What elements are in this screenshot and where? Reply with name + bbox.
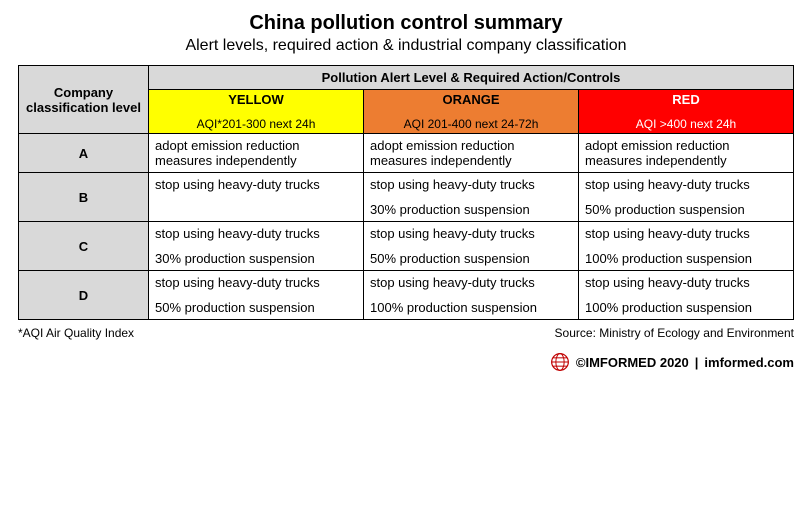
table-cell: stop using heavy-duty trucks 100% product… — [579, 271, 794, 320]
cell-action: adopt emission reduction measures indepe… — [155, 138, 357, 168]
cell-action: stop using heavy-duty trucks — [370, 275, 572, 290]
table-cell: adopt emission reduction measures indepe… — [579, 134, 794, 173]
brand-row: ©IMFORMED 2020 | imformed.com — [18, 352, 794, 372]
cell-action: stop using heavy-duty trucks — [585, 275, 787, 290]
header-pollution: Pollution Alert Level & Required Action/… — [149, 66, 794, 90]
table-cell: stop using heavy-duty trucks 50% producti… — [149, 271, 364, 320]
table-cell: stop using heavy-duty trucks 50% producti… — [579, 173, 794, 222]
alert-aqi: AQI >400 next 24h — [583, 117, 789, 131]
row-label: C — [19, 222, 149, 271]
cell-action: stop using heavy-duty trucks — [155, 226, 357, 241]
table-cell: stop using heavy-duty trucks 100% product… — [364, 271, 579, 320]
table-cell: adopt emission reduction measures indepe… — [364, 134, 579, 173]
globe-icon — [550, 352, 570, 372]
table-cell: stop using heavy-duty trucks 100% product… — [579, 222, 794, 271]
pollution-table: Company classification level Pollution A… — [18, 65, 794, 320]
cell-action: stop using heavy-duty trucks — [585, 226, 787, 241]
cell-action: 100% production suspension — [585, 251, 787, 266]
footnote-source: Source: Ministry of Ecology and Environm… — [555, 326, 794, 340]
cell-action: 50% production suspension — [585, 202, 787, 217]
brand-separator: | — [695, 355, 699, 370]
page-title: China pollution control summary — [18, 12, 794, 35]
row-label: B — [19, 173, 149, 222]
cell-action: 50% production suspension — [370, 251, 572, 266]
header-alert-red: RED AQI >400 next 24h — [579, 90, 794, 134]
brand-copyright: ©IMFORMED 2020 — [576, 355, 689, 370]
cell-action: 100% production suspension — [585, 300, 787, 315]
cell-action: stop using heavy-duty trucks — [155, 275, 357, 290]
table-row: Cstop using heavy-duty trucks 30% product… — [19, 222, 794, 271]
table-cell: stop using heavy-duty trucks 30% producti… — [364, 173, 579, 222]
cell-action: 30% production suspension — [370, 202, 572, 217]
header-alert-yellow: YELLOW AQI*201-300 next 24h — [149, 90, 364, 134]
table-row: Aadopt emission reduction measures indep… — [19, 134, 794, 173]
cell-action: stop using heavy-duty trucks — [585, 177, 787, 192]
table-row: Bstop using heavy-duty trucksstop using … — [19, 173, 794, 222]
cell-action: stop using heavy-duty trucks — [370, 177, 572, 192]
table-cell: stop using heavy-duty trucks 30% producti… — [149, 222, 364, 271]
row-label: D — [19, 271, 149, 320]
cell-action: stop using heavy-duty trucks — [155, 177, 357, 192]
alert-aqi: AQI 201-400 next 24-72h — [368, 117, 574, 131]
row-label: A — [19, 134, 149, 173]
alert-aqi: AQI*201-300 next 24h — [153, 117, 359, 131]
alert-name: ORANGE — [368, 92, 574, 107]
cell-action: adopt emission reduction measures indepe… — [370, 138, 572, 168]
alert-name: YELLOW — [153, 92, 359, 107]
header-alert-orange: ORANGE AQI 201-400 next 24-72h — [364, 90, 579, 134]
table-cell: stop using heavy-duty trucks 50% producti… — [364, 222, 579, 271]
table-cell: adopt emission reduction measures indepe… — [149, 134, 364, 173]
cell-action: 30% production suspension — [155, 251, 357, 266]
table-row: Dstop using heavy-duty trucks 50% product… — [19, 271, 794, 320]
page-subtitle: Alert levels, required action & industri… — [18, 37, 794, 55]
alert-name: RED — [583, 92, 789, 107]
table-cell: stop using heavy-duty trucks — [149, 173, 364, 222]
table-body: Aadopt emission reduction measures indep… — [19, 134, 794, 320]
header-company: Company classification level — [19, 66, 149, 134]
cell-action: 100% production suspension — [370, 300, 572, 315]
cell-action: stop using heavy-duty trucks — [370, 226, 572, 241]
cell-action: 50% production suspension — [155, 300, 357, 315]
cell-action: adopt emission reduction measures indepe… — [585, 138, 787, 168]
footnote-aqi: *AQI Air Quality Index — [18, 326, 134, 340]
brand-site: imformed.com — [704, 355, 794, 370]
